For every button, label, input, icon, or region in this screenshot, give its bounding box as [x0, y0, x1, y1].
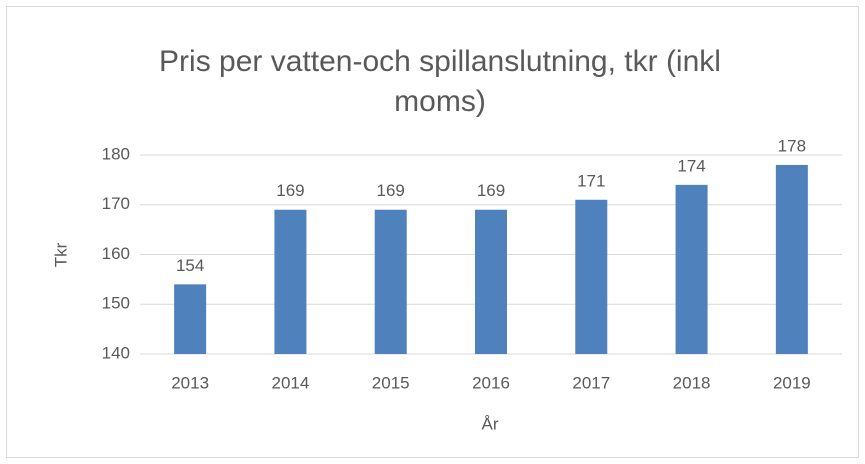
chart-border [6, 6, 859, 458]
bar [575, 199, 608, 354]
data-label: 154 [176, 256, 204, 275]
data-label: 169 [276, 181, 304, 200]
y-tick-label: 150 [102, 294, 130, 313]
x-tick-label: 2015 [372, 373, 410, 392]
y-tick-label: 140 [102, 343, 130, 362]
data-label: 169 [477, 181, 505, 200]
x-tick-label: 2014 [272, 373, 310, 392]
bar [174, 284, 207, 354]
data-label: 178 [778, 136, 806, 155]
x-axis-label: År [482, 414, 499, 433]
bar [675, 184, 708, 354]
y-tick-label: 170 [102, 194, 130, 213]
x-tick-label: 2013 [171, 373, 209, 392]
y-tick-label: 180 [102, 144, 130, 163]
x-tick-label: 2018 [673, 373, 711, 392]
x-tick-label: 2019 [773, 373, 811, 392]
y-axis-label: Tkr [51, 242, 70, 267]
bar [475, 209, 507, 354]
bar [775, 164, 808, 354]
bar [374, 209, 407, 354]
data-label: 174 [677, 156, 705, 175]
x-tick-label: 2017 [572, 373, 610, 392]
x-tick-label: 2016 [472, 373, 510, 392]
bar [274, 209, 307, 354]
data-label: 169 [377, 181, 405, 200]
data-label: 171 [577, 171, 605, 190]
chart-title: Pris per vatten-och spillanslutning, tkr… [159, 45, 721, 118]
y-tick-label: 160 [102, 244, 130, 263]
